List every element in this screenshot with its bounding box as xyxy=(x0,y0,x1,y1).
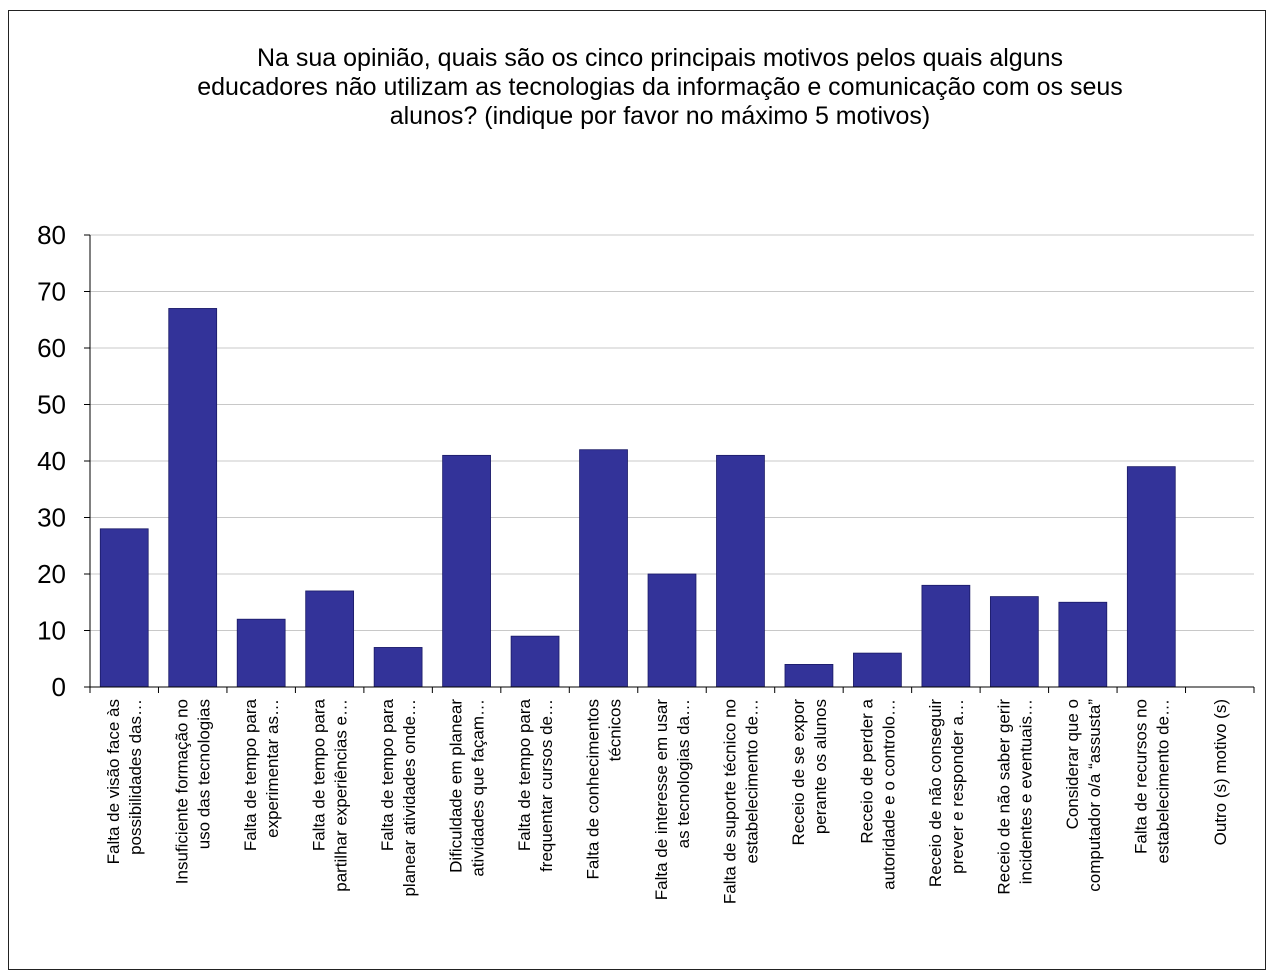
x-tick-label: Receio de perder a autoridade e o control… xyxy=(857,698,898,889)
x-tick-label-line: planear atividades onde… xyxy=(400,699,419,897)
x-tick-label: Falta de visão face às possibilidades das… xyxy=(104,699,145,864)
chart-title: Na sua opinião, quais são os cinco princ… xyxy=(150,44,1170,131)
x-tick-label-line: perante os alunos xyxy=(811,699,830,834)
x-tick-label: Dificuldade em planear atividades que faç… xyxy=(447,699,488,877)
x-tick-label-line: partilhar experiências e… xyxy=(332,699,351,892)
axes xyxy=(84,234,1255,693)
x-tick-label-line: prever e responder a… xyxy=(948,699,967,874)
x-tick-label: Falta de tempo para experimentar as… xyxy=(241,698,282,851)
x-tick-label-line: Dificuldade em planear xyxy=(447,699,466,873)
bar xyxy=(716,454,765,688)
bar xyxy=(510,635,560,688)
x-tick-label-line: Falta de recursos no xyxy=(1131,699,1150,854)
chart-title-line-2: educadores não utilizam as tecnologias d… xyxy=(197,73,1123,101)
x-tick-label-line: Falta de tempo para xyxy=(241,698,260,851)
gridlines xyxy=(90,234,1254,631)
bar xyxy=(989,596,1039,688)
x-tick-label: Falta de tempo para partilhar experiência… xyxy=(310,698,351,891)
x-tick-label-line: Considerar que o xyxy=(1063,699,1082,829)
y-tick-label: 80 xyxy=(37,220,66,250)
x-tick-label-line: uso das tecnologias xyxy=(195,699,214,849)
x-tick-label-line: estabelecimento de… xyxy=(1153,699,1172,863)
chart-title-line-3: alunos? (indique por favor no máximo 5 m… xyxy=(389,102,931,130)
y-tick-label: 0 xyxy=(52,672,66,702)
bar xyxy=(305,590,355,688)
y-tick-label: 40 xyxy=(37,446,66,476)
bar xyxy=(853,652,902,688)
x-tick-label-line: autoridade e o controlo… xyxy=(879,699,898,890)
y-tick-label: 50 xyxy=(37,390,66,420)
x-tick-label: Receio de não saber gerir incidentes e ev… xyxy=(994,699,1035,895)
x-tick-label-line: Insuficiente formação no xyxy=(173,699,192,884)
x-tick-label-line: experimentar as… xyxy=(263,699,282,838)
x-tick-label: Receio de não conseguir prever e responde… xyxy=(926,699,967,887)
x-tick-label-line: atividades que façam… xyxy=(469,699,488,877)
x-tick-label: Insuficiente formação no uso das tecnolog… xyxy=(173,699,214,884)
bar xyxy=(1058,601,1108,688)
x-tick-label-line: Falta de suporte técnico no xyxy=(720,699,739,904)
y-tick-label: 70 xyxy=(37,277,66,307)
x-tick-label: Falta de tempo para planear atividades on… xyxy=(378,698,419,896)
bar xyxy=(579,449,628,688)
x-tick-label-line: Falta de tempo para xyxy=(378,698,397,851)
x-tick-label: Receio de se expor perante os alunos xyxy=(789,699,830,846)
x-tick-label: Considerar que o computador o/a “assusta” xyxy=(1063,699,1104,892)
y-tick-label: 30 xyxy=(37,503,66,533)
bar xyxy=(236,618,286,688)
x-tick-label: Falta de recursos no estabelecimento de… xyxy=(1131,699,1172,863)
x-tick-label-line: Receio de se expor xyxy=(789,699,808,846)
x-tick-label-line: técnicos xyxy=(606,699,625,761)
x-tick-label-line: frequentar cursos de… xyxy=(537,699,556,872)
x-tick-label-line: as tecnologias da… xyxy=(674,699,693,848)
x-tick-label: Falta de conhecimentos técnicos xyxy=(584,699,625,880)
x-tick-label: Falta de tempo para frequentar cursos de… xyxy=(515,698,556,871)
x-tick-label-line: Receio de perder a xyxy=(857,698,876,843)
y-tick-label: 10 xyxy=(37,616,66,646)
y-tick-label: 20 xyxy=(37,559,66,589)
bar xyxy=(442,454,491,688)
x-tick-label-line: Receio de não conseguir xyxy=(926,699,945,887)
x-tick-label-line: Falta de tempo para xyxy=(310,698,329,851)
bar xyxy=(647,573,697,688)
x-tick-label-line: Falta de tempo para xyxy=(515,698,534,851)
y-tick-label: 60 xyxy=(37,333,66,363)
x-tick-label-line: estabelecimento de… xyxy=(742,699,761,863)
x-tick-label: Outro (s) motivo (s) xyxy=(1211,699,1230,845)
x-tick-label-line: Receio de não saber gerir xyxy=(994,699,1013,895)
x-tick-label-line: computador o/a “assusta” xyxy=(1085,699,1104,892)
bar xyxy=(921,584,971,688)
x-tick-label-line: Falta de interesse em usar xyxy=(652,699,671,901)
bar xyxy=(99,528,149,688)
bars xyxy=(99,308,1176,688)
x-tick-label: Falta de interesse em usar as tecnologias… xyxy=(652,699,693,901)
x-tick-label-line: Falta de visão face às xyxy=(104,699,123,864)
x-tick-label-line: incidentes e eventuais… xyxy=(1016,699,1035,884)
x-tick-label: Falta de suporte técnico no estabelecimen… xyxy=(720,699,761,904)
x-tick-label-line: possibilidades das… xyxy=(126,699,145,855)
bar xyxy=(168,308,218,688)
chart-title-line-1: Na sua opinião, quais são os cinco princ… xyxy=(256,44,1064,72)
x-tick-label-line: Falta de conhecimentos xyxy=(584,699,603,880)
x-tick-label-line: Outro (s) motivo (s) xyxy=(1211,699,1230,845)
bar xyxy=(1126,466,1176,688)
bar xyxy=(373,647,423,688)
bar xyxy=(784,664,834,688)
